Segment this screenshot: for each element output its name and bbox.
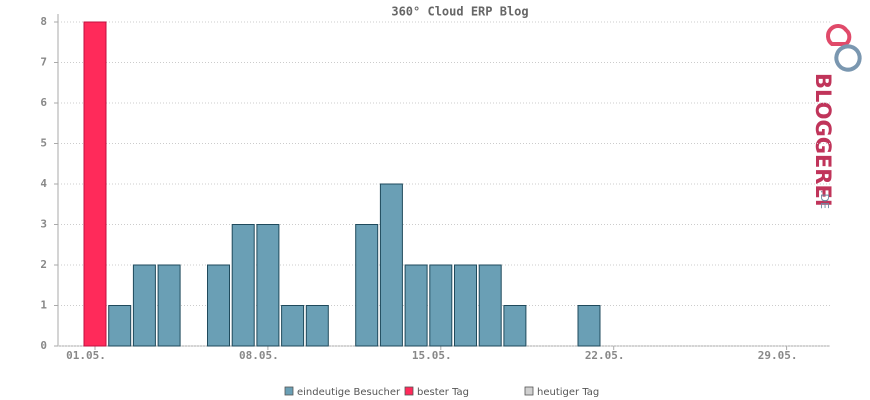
logo-suffix: .DE: [818, 190, 831, 209]
x-tick-label: 01.05.: [66, 349, 106, 362]
legend-label: eindeutige Besucher: [297, 387, 401, 398]
x-tick-label: 08.05.: [239, 349, 279, 362]
y-tick-label: 0: [40, 339, 47, 352]
bar: [108, 305, 132, 347]
y-tick-label: 2: [40, 258, 47, 271]
bar: [132, 264, 156, 347]
legend-label: bester Tag: [417, 387, 469, 398]
logo: BLOGGEREI .DE: [811, 24, 862, 209]
logo-icon: [834, 44, 862, 72]
y-tick-label: 1: [40, 299, 47, 312]
legend-swatch: [404, 386, 414, 396]
bar: [207, 264, 230, 347]
bar: [577, 305, 601, 347]
bar: [454, 264, 477, 347]
chart-title: 360° Cloud ERP Blog: [391, 5, 528, 19]
bar: [478, 264, 502, 347]
logo-icon: [826, 24, 852, 46]
bar: [281, 305, 305, 347]
bar: [305, 305, 329, 347]
bar: [404, 264, 428, 347]
bar: [503, 305, 527, 347]
y-tick-label: 3: [40, 218, 47, 231]
y-tick-label: 4: [40, 177, 47, 190]
x-tick-label: 15.05.: [412, 349, 452, 362]
y-tick-label: 8: [40, 15, 47, 28]
y-tick-label: 6: [40, 96, 47, 109]
bar: [157, 264, 181, 347]
bar: [83, 21, 107, 347]
bar: [256, 224, 280, 347]
x-tick-label: 29.05.: [758, 349, 798, 362]
logo-text: BLOGGEREI: [811, 73, 835, 207]
x-tick-label: 22.05.: [585, 349, 625, 362]
bar: [429, 264, 453, 347]
bar: [355, 224, 379, 347]
bar: [379, 183, 403, 347]
legend-swatch: [284, 386, 294, 396]
y-tick-label: 5: [40, 137, 47, 150]
y-tick-label: 7: [40, 56, 47, 69]
bar: [231, 224, 255, 347]
legend-label: heutiger Tag: [537, 387, 599, 398]
legend-swatch: [524, 386, 534, 396]
